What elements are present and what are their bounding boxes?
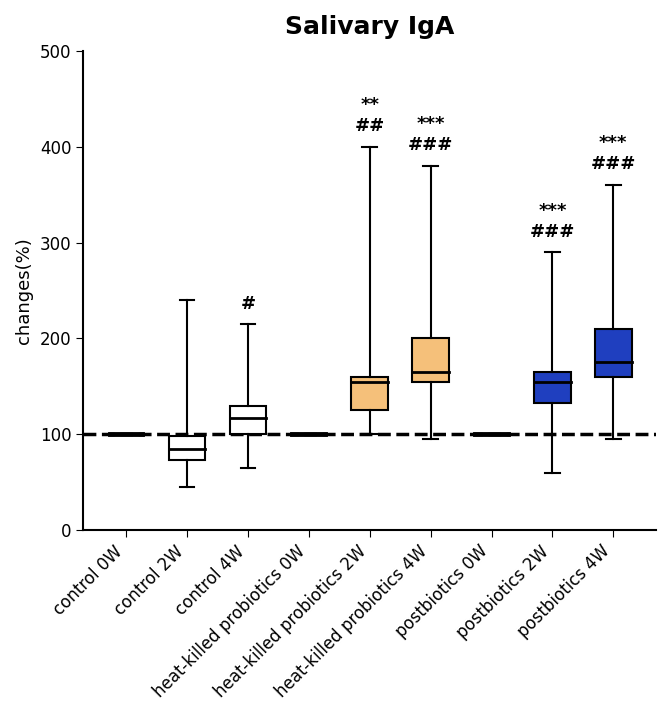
Title: Salivary IgA: Salivary IgA [285,15,454,39]
FancyBboxPatch shape [229,406,266,435]
FancyBboxPatch shape [168,436,205,460]
Text: ###: ### [408,136,454,154]
Text: ##: ## [354,117,384,135]
Text: ***: *** [599,135,627,153]
FancyBboxPatch shape [352,377,388,410]
Text: ***: *** [538,201,567,220]
Text: #: # [240,294,256,313]
Text: ***: *** [416,115,445,133]
FancyBboxPatch shape [413,339,449,382]
Text: ###: ### [529,223,575,241]
FancyBboxPatch shape [595,329,631,377]
FancyBboxPatch shape [534,372,571,403]
Y-axis label: changes(%): changes(%) [15,237,33,344]
Text: ###: ### [590,155,636,173]
Text: **: ** [360,96,379,114]
